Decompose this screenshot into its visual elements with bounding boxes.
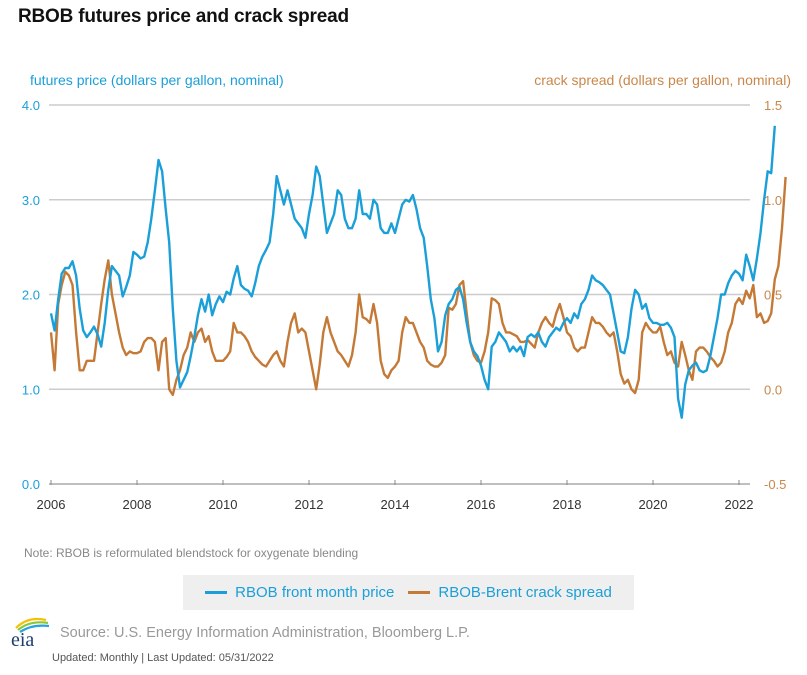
legend-label-price: RBOB front month price [235, 584, 395, 601]
x-tick-label: 2006 [37, 497, 66, 512]
legend-item-spread[interactable]: RBOB-Brent crack spread [408, 584, 612, 601]
x-tick-label: 2018 [553, 497, 582, 512]
y-axis-left-ticks: 0.0 1.0 2.0 3.0 4.0 [22, 98, 40, 492]
svg-text:eia: eia [11, 629, 34, 648]
chart-note: Note: RBOB is reformulated blendstock fo… [24, 546, 359, 560]
series-line-spread [49, 176, 787, 397]
y-left-tick-label: 0.0 [22, 477, 40, 492]
updated-text: Updated: Monthly | Last Updated: 05/31/2… [52, 652, 274, 664]
y-right-tick-label: 1.5 [764, 98, 782, 113]
x-axis: 2006 2008 2010 2012 2014 2016 2018 2020 2022 [37, 480, 754, 512]
legend-swatch-spread [408, 591, 431, 594]
source-text: Source: U.S. Energy Information Administ… [60, 625, 470, 641]
series-line-price [49, 125, 776, 419]
x-tick-label: 2020 [639, 497, 668, 512]
y-axis-right-ticks: -0.50.00.51.01.5 [764, 98, 786, 492]
y-axis-left-label: futures price (dollars per gallon, nomin… [30, 72, 284, 88]
y-left-tick-label: 1.0 [22, 382, 40, 397]
x-tick-label: 2012 [295, 497, 324, 512]
y-axis-right-label: crack spread (dollars per gallon, nomina… [534, 72, 791, 88]
series-lines [49, 125, 787, 419]
x-tick-label: 2016 [467, 497, 496, 512]
legend-label-spread: RBOB-Brent crack spread [438, 584, 612, 601]
eia-logo-icon: eia [11, 617, 50, 648]
y-right-tick-label: 0.0 [764, 382, 782, 397]
chart-title: RBOB futures price and crack spread [18, 6, 349, 27]
legend-swatch-price [205, 591, 228, 594]
y-left-tick-label: 3.0 [22, 193, 40, 208]
y-left-tick-label: 2.0 [22, 288, 40, 303]
chart-plot: 0.01.02.03.04.0 -0.50.00.51.01.5 2006 200… [22, 98, 787, 512]
x-tick-label: 2008 [123, 497, 152, 512]
x-tick-label: 2010 [209, 497, 238, 512]
x-tick-label: 2014 [381, 497, 410, 512]
legend: RBOB front month price RBOB-Brent crack … [183, 575, 634, 610]
x-tick-label: 2022 [725, 497, 754, 512]
y-right-tick-label: 1.0 [764, 193, 782, 208]
legend-item-price[interactable]: RBOB front month price [205, 584, 394, 601]
y-left-tick-label: 4.0 [22, 98, 40, 113]
y-right-tick-label: -0.5 [764, 477, 786, 492]
